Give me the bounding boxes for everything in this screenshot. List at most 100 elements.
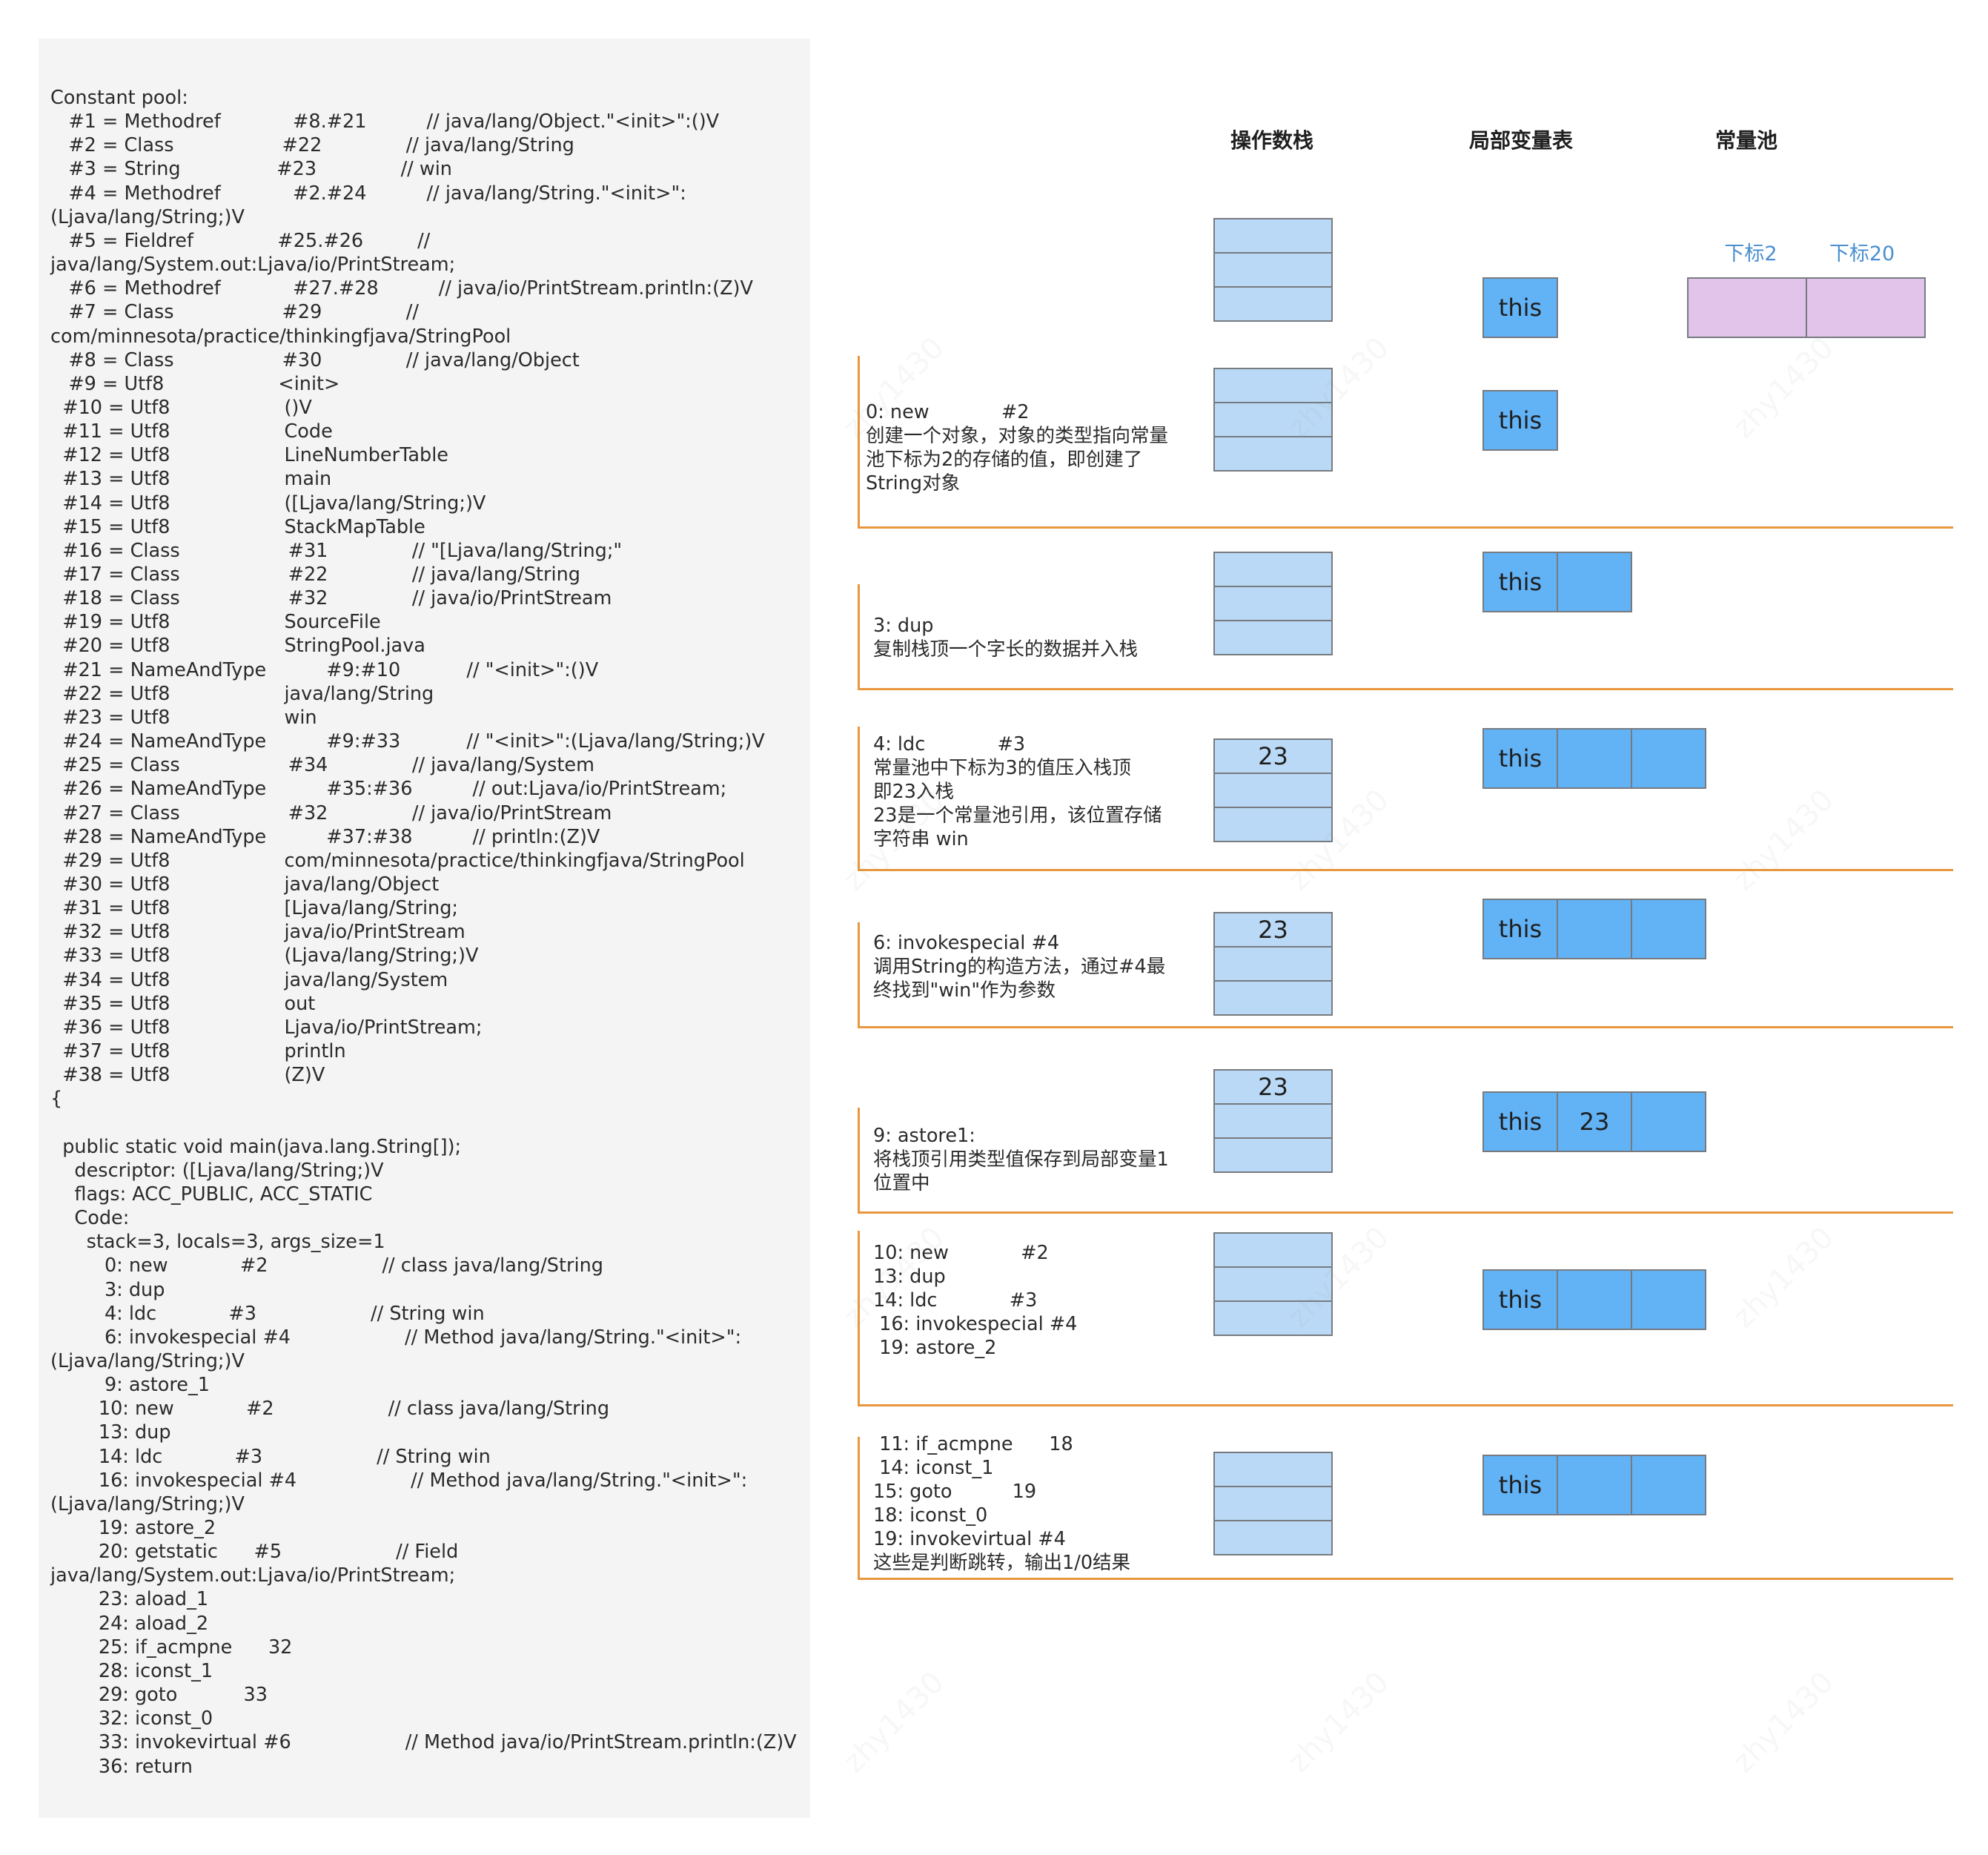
watermark: zhy1430 xyxy=(836,1664,951,1780)
step-3-local-variables-slot-0: this xyxy=(1482,899,1558,959)
step-description-line: 11: if_acmpne 18 xyxy=(873,1433,1073,1455)
initial-operand-stack-slot-0 xyxy=(1213,218,1333,254)
step-description-line: 6: invokespecial #4 xyxy=(873,932,1060,954)
step-6-local-variables-slot-1 xyxy=(1557,1455,1632,1515)
step-description-line: 9: astore1: xyxy=(873,1125,975,1147)
bytecode-listing-panel xyxy=(39,39,810,1818)
step-4-operand-stack-slot-0: 23 xyxy=(1213,1069,1333,1105)
step-description-line: 10: new #2 xyxy=(873,1242,1049,1264)
code-line: #26 = NameAndType #35:#36 // out:Ljava/i… xyxy=(50,778,727,801)
code-line: flags: ACC_PUBLIC, ACC_STATIC xyxy=(50,1183,373,1206)
step-3-description: 6: invokespecial #4 调用String的构造方法，通过#4最 终找… xyxy=(873,931,1165,1002)
code-line: 3: dup xyxy=(50,1278,165,1301)
code-line: 13: dup xyxy=(50,1421,171,1444)
step-4-description: 9: astore1: 将栈顶引用类型值保存到局部变量1 位置中 xyxy=(873,1124,1169,1195)
step-3-local-variables-slot-1 xyxy=(1557,899,1632,959)
code-line: 23: aload_1 xyxy=(50,1588,209,1611)
code-line: (Ljava/lang/String;)V xyxy=(50,205,245,228)
step-description-line: 将栈顶引用类型值保存到局部变量1 xyxy=(873,1148,1169,1171)
step-4-accent-bar xyxy=(858,1108,860,1211)
step-2-accent-bar xyxy=(858,727,860,869)
step-description-line: 14: ldc #3 xyxy=(873,1289,1038,1312)
code-line: com/minnesota/practice/thinkingfjava/Str… xyxy=(50,325,511,348)
step-4-local-variables-slot-1: 23 xyxy=(1557,1091,1632,1152)
code-line: 0: new #2 // class java/lang/String xyxy=(50,1254,603,1277)
code-line: { xyxy=(50,1088,63,1111)
code-line: #22 = Utf8 java/lang/String xyxy=(50,682,434,705)
step-6-separator xyxy=(858,1578,1953,1580)
step-4-operand-stack-slot-1 xyxy=(1213,1103,1333,1139)
step-6-operand-stack-slot-1 xyxy=(1213,1486,1333,1521)
step-2-local-variables-slot-2 xyxy=(1631,728,1706,789)
step-5-operand-stack-slot-0 xyxy=(1213,1232,1333,1268)
step-description-line: 14: iconst_1 xyxy=(873,1457,994,1479)
step-2-operand-stack-slot-1 xyxy=(1213,773,1333,808)
code-line: #21 = NameAndType #9:#10 // "<init>":()V xyxy=(50,658,599,681)
code-line: (Ljava/lang/String;)V xyxy=(50,1492,245,1515)
code-line: 25: if_acmpne 32 xyxy=(50,1636,293,1659)
code-line: #29 = Utf8 com/minnesota/practice/thinki… xyxy=(50,849,745,872)
step-description-line: 16: invokespecial #4 xyxy=(873,1313,1078,1335)
code-line: stack=3, locals=3, args_size=1 xyxy=(50,1231,385,1254)
step-description-line: 13: dup xyxy=(873,1266,946,1288)
code-line: 10: new #2 // class java/lang/String xyxy=(50,1398,610,1421)
step-6-accent-bar xyxy=(858,1437,860,1578)
code-line: public static void main(java.lang.String… xyxy=(50,1135,462,1158)
step-description-line: 19: astore_2 xyxy=(873,1337,997,1359)
local-variable-table-header: 局部变量表 xyxy=(1468,128,1574,153)
step-5-operand-stack-slot-2 xyxy=(1213,1300,1333,1336)
step-3-operand-stack-slot-0: 23 xyxy=(1213,912,1333,948)
code-line: (Ljava/lang/String;)V xyxy=(50,1349,245,1372)
code-line: #13 = Utf8 main xyxy=(50,468,332,491)
code-line: 24: aload_2 xyxy=(50,1612,209,1635)
code-line: 32: iconst_0 xyxy=(50,1707,213,1730)
step-6-local-variables-slot-0: this xyxy=(1482,1455,1558,1515)
step-5-separator xyxy=(858,1404,1953,1406)
code-line: 29: goto 33 xyxy=(50,1684,268,1707)
code-line: #5 = Fieldref #25.#26 // xyxy=(50,229,431,252)
step-description-line: 4: ldc #3 xyxy=(873,733,1026,755)
step-description-line: 复制栈顶一个字长的数据并入栈 xyxy=(873,638,1139,661)
code-line: #17 = Class #22 // java/lang/String xyxy=(50,563,580,586)
step-description-line: 15: goto 19 xyxy=(873,1481,1037,1503)
step-description-line: 0: new #2 xyxy=(866,401,1030,423)
step-5-accent-bar xyxy=(858,1231,860,1404)
constant-pool-cell-0 xyxy=(1687,277,1807,338)
code-line: #20 = Utf8 StringPool.java xyxy=(50,635,425,658)
code-line: 33: invokevirtual #6 // Method java/io/P… xyxy=(50,1731,797,1754)
code-line: #1 = Methodref #8.#21 // java/lang/Objec… xyxy=(50,110,720,133)
step-1-operand-stack-slot-2 xyxy=(1213,620,1333,655)
code-line: #10 = Utf8 ()V xyxy=(50,396,312,419)
code-line: 9: astore_1 xyxy=(50,1374,210,1397)
step-description-line: 位置中 xyxy=(873,1172,930,1194)
code-line: 14: ldc #3 // String win xyxy=(50,1445,491,1468)
code-line: #28 = NameAndType #37:#38 // println:(Z)… xyxy=(50,825,600,848)
code-line: #31 = Utf8 [Ljava/lang/String; xyxy=(50,897,458,920)
code-line: #23 = Utf8 win xyxy=(50,706,317,729)
step-0-accent-bar xyxy=(858,356,860,526)
step-1-separator xyxy=(858,688,1953,690)
step-description-line: 调用String的构造方法，通过#4最 xyxy=(873,956,1166,978)
code-line: #24 = NameAndType #9:#33 // "<init>":(Lj… xyxy=(50,730,765,753)
step-6-operand-stack-slot-2 xyxy=(1213,1520,1333,1555)
code-line: Constant pool: xyxy=(50,87,188,109)
code-line: Code: xyxy=(50,1207,130,1230)
code-line: #34 = Utf8 java/lang/System xyxy=(50,968,448,991)
code-line: 16: invokespecial #4 // Method java/lang… xyxy=(50,1469,748,1492)
step-description-line: 23是一个常量池引用，该位置存储 xyxy=(873,804,1162,827)
step-description-line: 池下标为2的存储的值，即创建了 xyxy=(866,449,1143,471)
code-line: #6 = Methodref #27.#28 // java/io/PrintS… xyxy=(50,277,753,300)
step-description-line: 18: iconst_0 xyxy=(873,1504,988,1527)
step-1-accent-bar xyxy=(858,584,860,688)
step-3-operand-stack-slot-1 xyxy=(1213,946,1333,982)
code-line: #12 = Utf8 LineNumberTable xyxy=(50,444,448,467)
step-6-local-variables-slot-2 xyxy=(1631,1455,1706,1515)
code-line: #32 = Utf8 java/io/PrintStream xyxy=(50,921,465,944)
step-4-operand-stack-slot-2 xyxy=(1213,1137,1333,1173)
step-0-separator xyxy=(858,526,1953,529)
code-line: #8 = Class #30 // java/lang/Object xyxy=(50,348,580,371)
watermark: zhy1430 xyxy=(1726,782,1840,898)
code-line: #15 = Utf8 StackMapTable xyxy=(50,515,425,538)
step-description-line: 常量池中下标为3的值压入栈顶 xyxy=(873,757,1131,779)
step-2-separator xyxy=(858,869,1953,871)
